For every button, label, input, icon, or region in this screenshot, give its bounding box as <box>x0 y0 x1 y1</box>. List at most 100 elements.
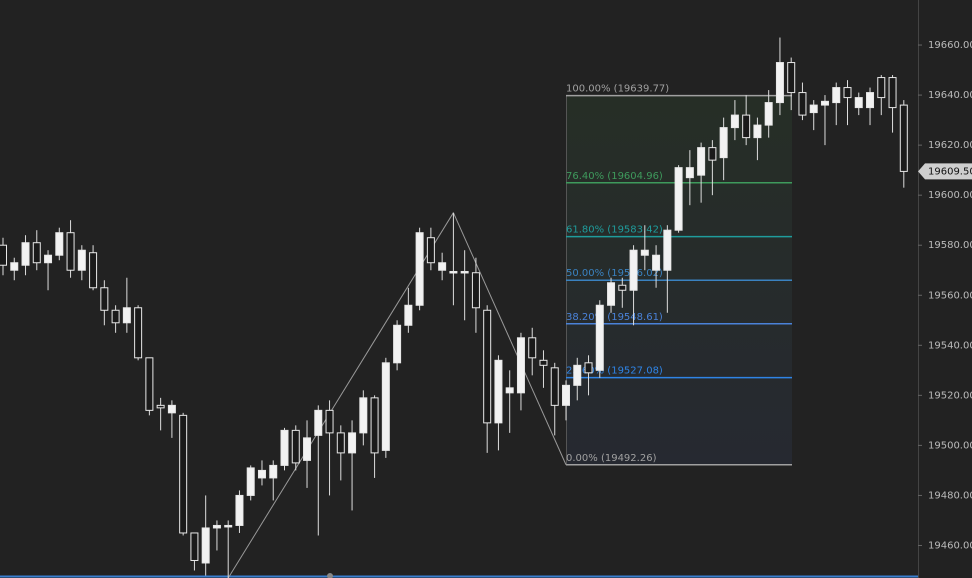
candle-body <box>663 229 672 271</box>
candle-body <box>494 359 503 424</box>
candle-body <box>550 367 559 406</box>
candle-body <box>483 309 492 424</box>
candle-body <box>753 124 762 139</box>
candle-body <box>415 232 424 306</box>
candle-body <box>100 287 109 311</box>
fib-label: 61.80% (19583.42) <box>566 225 663 236</box>
candle-body <box>629 249 638 291</box>
candle-body <box>899 104 908 172</box>
y-tick-label: 19460.00 <box>928 540 972 551</box>
fib-label: 23.60% (19527.08) <box>566 366 663 377</box>
candle-body <box>708 147 717 161</box>
candle-body <box>438 262 447 271</box>
zigzag <box>452 212 567 465</box>
candle-body <box>742 114 751 139</box>
candle-body <box>562 384 570 406</box>
y-tick-label: 19540.00 <box>928 340 972 351</box>
candle-body <box>618 284 627 291</box>
candle-body <box>44 254 53 264</box>
candle-body <box>21 242 30 266</box>
candle-body <box>235 494 244 526</box>
candle-body <box>730 114 739 129</box>
y-tick-label: 19580.00 <box>928 240 972 251</box>
candle-body <box>122 307 131 324</box>
candle-body <box>516 337 525 394</box>
candle-body <box>393 324 402 364</box>
candle-body <box>607 282 616 306</box>
candle-body <box>291 429 300 464</box>
candle-body <box>460 270 469 274</box>
candle-body <box>111 309 120 324</box>
fib-label: 0.00% (19492.26) <box>566 453 657 464</box>
candle-body <box>246 467 255 496</box>
candle-body <box>303 437 312 461</box>
candle-body <box>471 272 480 309</box>
candle-body <box>314 409 323 436</box>
fib-label: 76.40% (19604.96) <box>566 171 663 182</box>
candle-body <box>190 532 199 561</box>
candle-body <box>449 270 458 274</box>
candle-body <box>775 62 784 104</box>
candle-body <box>404 304 413 326</box>
candle-body <box>877 77 886 99</box>
candle-body <box>348 432 357 454</box>
candle-body <box>0 244 7 266</box>
y-tick-label: 19660.00 <box>928 40 972 51</box>
fib-label: 100.00% (19639.77) <box>566 84 669 95</box>
candle-body <box>798 92 807 116</box>
fib-label: 50.00% (19566.02) <box>566 268 663 279</box>
candle-body <box>764 102 773 126</box>
candle-body <box>77 249 86 271</box>
candle-body <box>854 97 863 109</box>
candle-body <box>325 409 334 434</box>
candle-body <box>280 429 289 466</box>
candle-body <box>66 232 75 271</box>
y-tick-label: 19620.00 <box>928 140 972 151</box>
candle-body <box>10 262 19 271</box>
candle-body <box>336 432 345 454</box>
candle-body <box>359 397 368 434</box>
candle-body <box>269 464 278 479</box>
candle-body <box>257 469 266 479</box>
price-tag-label: 19609.50 <box>928 166 972 177</box>
candle-body <box>32 242 41 264</box>
candle-body <box>505 387 514 394</box>
candle-body <box>866 92 875 109</box>
candle-body <box>888 77 897 109</box>
candle-body <box>674 167 683 231</box>
candle-body <box>820 100 829 106</box>
candle-body <box>719 127 728 159</box>
candle-body <box>843 87 852 99</box>
candle-body <box>167 404 176 414</box>
y-tick-label: 19640.00 <box>928 90 972 101</box>
candle-body <box>832 87 841 104</box>
candle-body <box>640 249 649 256</box>
fib-label: 38.20% (19548.61) <box>566 312 663 323</box>
candle-body <box>528 337 537 359</box>
candle-body <box>652 254 661 271</box>
y-tick-label: 19520.00 <box>928 390 972 401</box>
candle-body <box>697 147 706 176</box>
candle-body <box>145 357 154 411</box>
candle-body <box>381 362 390 451</box>
candle-body <box>595 304 604 371</box>
candle-body <box>55 232 64 256</box>
candle-body <box>212 524 221 529</box>
candle-body <box>179 414 188 534</box>
price-tag <box>918 163 972 180</box>
scroll-handle[interactable] <box>327 573 333 578</box>
candle-body <box>787 62 796 94</box>
candle-body <box>224 524 233 528</box>
candle-body <box>370 397 379 454</box>
y-tick-label: 19600.00 <box>928 190 972 201</box>
candle-body <box>156 404 165 409</box>
candle-body <box>201 527 210 564</box>
candle-body <box>539 359 548 366</box>
candle-body <box>134 307 143 359</box>
candle-body <box>573 364 582 386</box>
candle-body <box>89 252 98 289</box>
y-tick-label: 19500.00 <box>928 440 972 451</box>
candle-body <box>685 167 694 179</box>
